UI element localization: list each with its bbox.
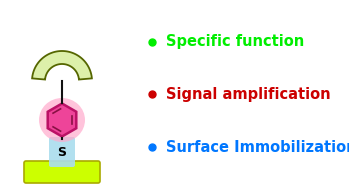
Polygon shape xyxy=(32,51,92,80)
FancyBboxPatch shape xyxy=(24,161,100,183)
Text: Surface Immobilization: Surface Immobilization xyxy=(166,140,349,155)
Ellipse shape xyxy=(39,98,85,142)
Text: Signal amplification: Signal amplification xyxy=(166,87,331,102)
FancyBboxPatch shape xyxy=(49,137,75,167)
Text: Specific function: Specific function xyxy=(166,34,304,49)
Text: S: S xyxy=(58,146,67,159)
Polygon shape xyxy=(48,104,76,136)
